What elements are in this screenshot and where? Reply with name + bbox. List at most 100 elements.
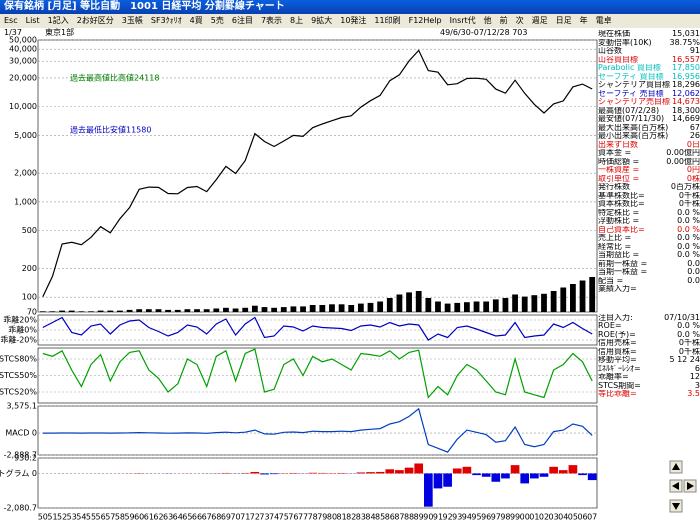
menu-item[interactable]: 8上	[290, 16, 304, 25]
x-tick-label: 02	[539, 513, 549, 522]
info-label: Parabolic 買目標	[598, 64, 661, 72]
x-tick-label: 76	[288, 513, 298, 522]
info-value: 0.0 %	[677, 208, 700, 217]
x-tick-label: 93	[452, 513, 462, 522]
menu-item[interactable]: 4買	[189, 16, 203, 25]
info-value: 14,669	[672, 115, 700, 123]
info-value: 0.00億円	[666, 149, 700, 157]
info-value: 16,956	[672, 72, 700, 81]
menu-item[interactable]: 9拡大	[311, 16, 333, 25]
volume-bar	[444, 303, 451, 312]
volume-bar	[367, 302, 374, 312]
menu-item[interactable]: 7表示	[260, 16, 283, 25]
info-value: 6	[694, 364, 700, 373]
info-label: 最小出来高(百万株)	[598, 132, 669, 140]
x-tick-label: 83	[356, 513, 366, 522]
info-label: 山谷買目標	[598, 55, 638, 64]
x-tick-label: 70	[230, 513, 240, 522]
scroll-buttons[interactable]	[668, 460, 698, 520]
y-tick-label: 3,575.1	[6, 402, 37, 411]
volume-bar	[338, 304, 345, 312]
y-tick-label: 10,000	[9, 102, 37, 111]
x-tick-label: 57	[105, 513, 115, 522]
info-value: 38.75%	[669, 38, 700, 47]
info-label: 変動倍率(10K)	[598, 38, 652, 47]
info-label: 当期益比 =	[598, 251, 640, 259]
x-tick-label: 62	[153, 513, 163, 522]
price-line	[42, 49, 593, 298]
info-label: 経常比 =	[598, 242, 632, 251]
info-label: セーフティ 買目標	[598, 72, 664, 81]
info-label: 注目入力:	[598, 313, 633, 322]
menu-item[interactable]: 他	[483, 16, 492, 25]
x-tick-label: 07	[587, 513, 597, 522]
x-tick-label: 80	[327, 513, 337, 522]
panel-frame	[37, 347, 598, 404]
info-label: 等比乖離=	[598, 390, 637, 398]
menu-item[interactable]: 2お好区分	[76, 16, 114, 25]
y-tick-label: 100	[22, 293, 37, 302]
info-label: 一株資産 =	[598, 166, 640, 174]
volume-bar	[521, 296, 528, 312]
panel-frame	[37, 405, 598, 456]
volume-bar	[319, 305, 326, 312]
x-tick-label: 56	[96, 513, 106, 522]
info-row: 資本金 = 0.00億円	[598, 149, 700, 158]
x-tick-label: 73	[259, 513, 269, 522]
info-value: 0.0 %	[677, 225, 700, 234]
menu-item[interactable]: 年	[579, 16, 588, 25]
menu-bar: Esc List 1記入 2お好区分 3玉帳 SF3ｸｫﾘｵ 4買 5売 6注目 7表示 8上 9拡大…	[0, 14, 700, 28]
y-tick-label: 乖離0%	[8, 325, 37, 335]
info-value: 0円	[686, 166, 700, 174]
info-label: 出来ず日数	[598, 140, 638, 149]
menu-item[interactable]: 5売	[210, 16, 224, 25]
menu-item[interactable]: 11印刷	[374, 16, 401, 25]
volume-bar	[97, 310, 104, 312]
histogram-bar	[269, 473, 279, 475]
info-label: 特定株比 =	[598, 208, 640, 217]
info-row: 浮動株比 = 0.0 %	[598, 217, 700, 226]
info-value: 18,300	[672, 106, 700, 115]
info-value: 67	[689, 123, 700, 132]
histogram-bar	[356, 472, 366, 474]
y-tick-label: 20,000	[9, 73, 37, 82]
menu-item[interactable]: Esc	[4, 16, 18, 25]
menu-item[interactable]: 3玉帳	[121, 16, 143, 25]
histogram-bar	[472, 473, 481, 476]
volume-bar	[541, 293, 547, 312]
info-label: 信用売株=	[598, 339, 637, 347]
menu-item[interactable]: 1記入	[47, 16, 69, 25]
info-value: 0千株	[678, 347, 700, 356]
volume-bar	[300, 306, 306, 312]
x-tick-label: 77	[298, 513, 308, 522]
volume-bar	[271, 307, 278, 312]
info-label: ｴﾈﾙｷﾞｰﾚｼｵ=	[598, 364, 641, 373]
histogram-bar	[510, 465, 520, 474]
menu-item[interactable]: List	[25, 16, 40, 25]
menu-item[interactable]: 週足	[531, 16, 548, 25]
info-value: 0.0 %	[677, 322, 700, 330]
info-label: ROE(予)=	[598, 330, 636, 339]
volume-bar	[348, 305, 355, 312]
x-tick-label: 60	[134, 513, 144, 522]
menu-item[interactable]: 日足	[555, 16, 572, 25]
histogram-bar	[587, 473, 597, 481]
volume-bar	[242, 307, 249, 312]
info-label: 前期一株益 =	[598, 259, 648, 268]
menu-item[interactable]: 電卓	[595, 16, 612, 25]
menu-item[interactable]: 次	[515, 16, 524, 25]
menu-item[interactable]: 前	[499, 16, 508, 25]
right-icon	[687, 482, 694, 490]
info-row: 一株資産 = 0円	[598, 166, 700, 175]
info-value: 91	[689, 47, 700, 55]
info-row: 出来ず日数 0日	[598, 141, 700, 150]
info-row: セーフティ 売目標 12,062	[598, 90, 700, 99]
y-tick-label: 5,000	[14, 131, 37, 140]
menu-item[interactable]: Insrt代	[449, 16, 476, 25]
histogram-bar	[501, 473, 510, 479]
menu-item[interactable]: F12Help	[408, 16, 442, 25]
menu-item[interactable]: 6注目	[231, 16, 253, 25]
info-row: 移動平均= 5 12 24	[598, 356, 700, 365]
menu-item[interactable]: SF3ｸｫﾘｵ	[150, 16, 182, 25]
menu-item[interactable]: 10発注	[340, 16, 367, 25]
